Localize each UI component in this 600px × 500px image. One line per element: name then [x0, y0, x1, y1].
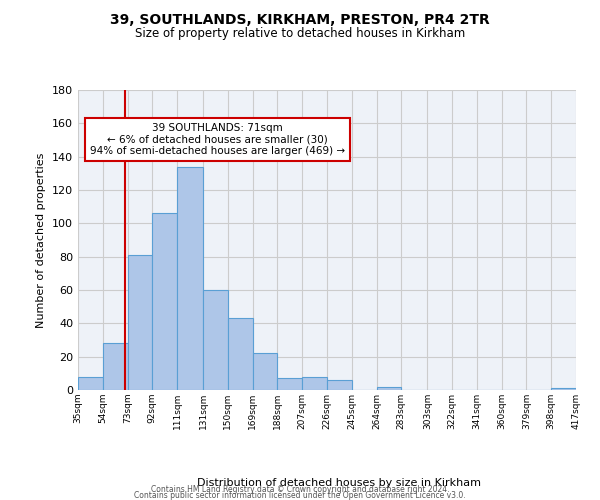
Bar — [177, 166, 203, 390]
Bar — [277, 378, 302, 390]
Y-axis label: Number of detached properties: Number of detached properties — [37, 152, 46, 328]
Bar — [103, 344, 128, 390]
Bar — [302, 376, 327, 390]
Bar — [228, 318, 253, 390]
Text: 39 SOUTHLANDS: 71sqm
← 6% of detached houses are smaller (30)
94% of semi-detach: 39 SOUTHLANDS: 71sqm ← 6% of detached ho… — [90, 123, 345, 156]
Text: 39, SOUTHLANDS, KIRKHAM, PRESTON, PR4 2TR: 39, SOUTHLANDS, KIRKHAM, PRESTON, PR4 2T… — [110, 12, 490, 26]
Bar — [78, 376, 103, 390]
Text: Distribution of detached houses by size in Kirkham: Distribution of detached houses by size … — [197, 478, 481, 488]
Text: Contains HM Land Registry data © Crown copyright and database right 2024.: Contains HM Land Registry data © Crown c… — [151, 484, 449, 494]
Bar — [152, 214, 177, 390]
Bar — [253, 354, 277, 390]
Bar — [551, 388, 576, 390]
Bar — [203, 290, 228, 390]
Text: Contains public sector information licensed under the Open Government Licence v3: Contains public sector information licen… — [134, 490, 466, 500]
Bar — [128, 255, 152, 390]
Text: Size of property relative to detached houses in Kirkham: Size of property relative to detached ho… — [135, 28, 465, 40]
Bar — [327, 380, 352, 390]
Bar — [377, 386, 401, 390]
